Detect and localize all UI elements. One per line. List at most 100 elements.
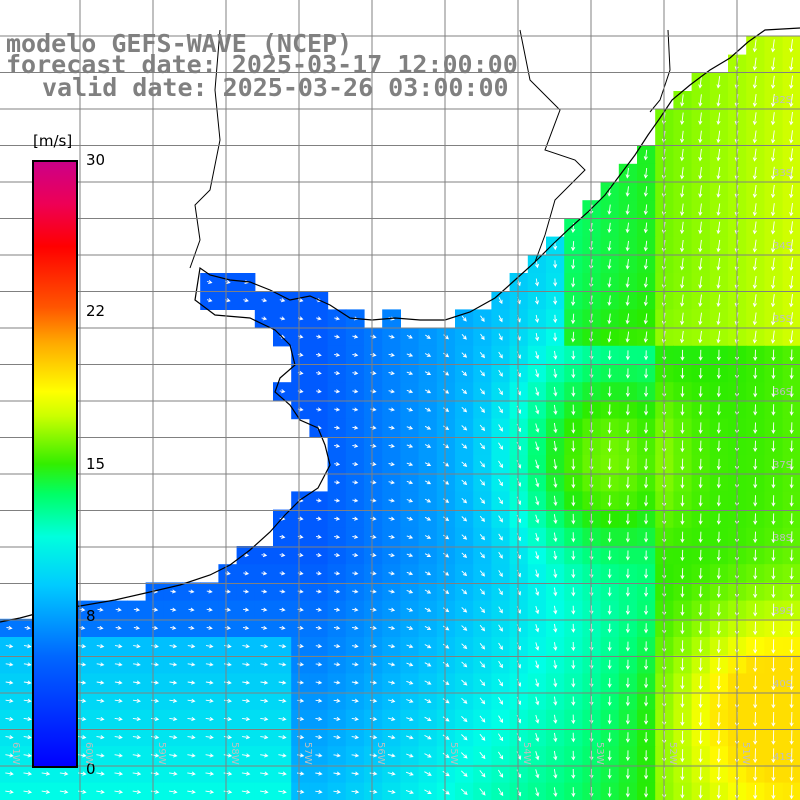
wind-arrow xyxy=(114,680,123,685)
wind-arrow xyxy=(442,680,450,686)
wind-arrow xyxy=(535,787,540,797)
wind-arrow xyxy=(370,644,378,649)
wind-arrow xyxy=(370,407,377,412)
wind-arrow xyxy=(316,552,322,558)
wind-arrow xyxy=(424,444,432,448)
wind-arrow xyxy=(334,316,341,321)
wind-arrow xyxy=(625,568,630,579)
wind-arrow xyxy=(133,644,141,649)
wind-arrow xyxy=(443,370,450,376)
wind-arrow xyxy=(23,662,32,667)
wind-arrow xyxy=(388,644,396,649)
wind-arrow xyxy=(442,734,450,740)
wind-arrow xyxy=(461,315,467,322)
wind-arrow xyxy=(242,735,251,740)
wind-arrow xyxy=(680,312,685,326)
wind-arrow xyxy=(716,621,721,635)
wind-arrow xyxy=(752,330,757,344)
wind-arrow xyxy=(132,698,141,703)
wind-arrow xyxy=(571,768,576,779)
wind-arrow xyxy=(223,771,233,776)
wind-arrow xyxy=(643,277,648,288)
wind-arrow xyxy=(716,294,721,308)
wind-arrow xyxy=(716,639,721,654)
wind-arrow xyxy=(535,405,540,415)
wind-arrow xyxy=(535,696,540,706)
wind-arrow xyxy=(607,786,612,798)
wind-arrow xyxy=(132,735,142,740)
wind-arrow xyxy=(644,713,649,725)
wind-arrow xyxy=(278,716,287,722)
wind-arrow xyxy=(406,626,414,630)
wind-arrow xyxy=(479,643,486,650)
wind-arrow xyxy=(169,662,178,667)
wind-arrow xyxy=(133,680,141,685)
wind-arrow xyxy=(698,221,703,235)
wind-arrow xyxy=(571,313,576,325)
wind-arrow xyxy=(680,367,685,380)
wind-arrow xyxy=(770,294,776,308)
wind-arrow xyxy=(643,186,648,197)
wind-arrow xyxy=(753,349,758,362)
wind-arrow xyxy=(644,732,649,744)
wind-arrow xyxy=(260,680,269,685)
title-forecast-date: forecast date: 2025-03-17 12:00:00 xyxy=(6,50,518,79)
wind-arrow xyxy=(607,532,612,543)
wind-arrow xyxy=(205,789,215,794)
wind-arrow xyxy=(498,533,503,541)
wind-arrow xyxy=(461,570,468,577)
wind-arrow xyxy=(535,514,540,524)
wind-arrow xyxy=(424,771,432,776)
wind-arrow xyxy=(625,386,630,398)
wind-arrow xyxy=(370,607,377,612)
wind-arrow xyxy=(114,716,123,722)
wind-arrow xyxy=(607,240,612,252)
wind-arrow xyxy=(752,203,757,217)
wind-arrow xyxy=(370,498,377,503)
wind-arrow xyxy=(680,294,685,307)
wind-arrow xyxy=(716,495,721,507)
wind-arrow xyxy=(716,94,721,107)
wind-arrow xyxy=(698,404,703,416)
wind-arrow xyxy=(443,498,450,503)
wind-arrow xyxy=(23,698,32,703)
lat-label: 33S xyxy=(773,168,793,179)
wind-arrow xyxy=(771,440,776,453)
wind-arrow xyxy=(425,334,431,339)
lon-label: 54W xyxy=(521,742,532,765)
wind-arrow xyxy=(753,621,758,636)
wind-arrow xyxy=(498,769,504,778)
wind-arrow xyxy=(680,130,685,144)
wind-arrow xyxy=(789,312,794,326)
wind-arrow xyxy=(59,789,69,794)
wind-arrow xyxy=(625,240,630,252)
wind-arrow xyxy=(406,662,414,667)
wind-arrow xyxy=(535,714,540,724)
wind-arrow xyxy=(680,513,685,525)
wind-arrow xyxy=(260,662,269,667)
wind-arrow xyxy=(553,587,558,597)
wind-arrow xyxy=(315,771,323,776)
colorbar-tick-15: 15 xyxy=(86,455,106,473)
wind-arrow xyxy=(698,567,703,580)
wind-arrow xyxy=(698,276,703,289)
wind-arrow xyxy=(753,693,758,709)
wind-arrow xyxy=(571,477,576,489)
wind-arrow xyxy=(753,675,758,691)
wind-arrow xyxy=(370,553,377,558)
border-line xyxy=(189,29,221,269)
wind-arrow xyxy=(607,204,612,215)
wind-arrow xyxy=(498,406,503,414)
wind-arrow xyxy=(406,407,414,412)
wind-arrow xyxy=(771,476,776,489)
wind-arrow xyxy=(680,549,685,562)
wind-arrow xyxy=(114,789,124,794)
wind-arrow xyxy=(170,625,177,630)
wind-arrow xyxy=(553,678,558,688)
wind-arrow xyxy=(771,693,776,709)
wind-arrow xyxy=(187,680,196,685)
wind-arrow xyxy=(535,732,540,743)
wind-arrow xyxy=(607,386,612,398)
wind-arrow xyxy=(716,748,721,763)
wind-arrow xyxy=(789,567,794,580)
